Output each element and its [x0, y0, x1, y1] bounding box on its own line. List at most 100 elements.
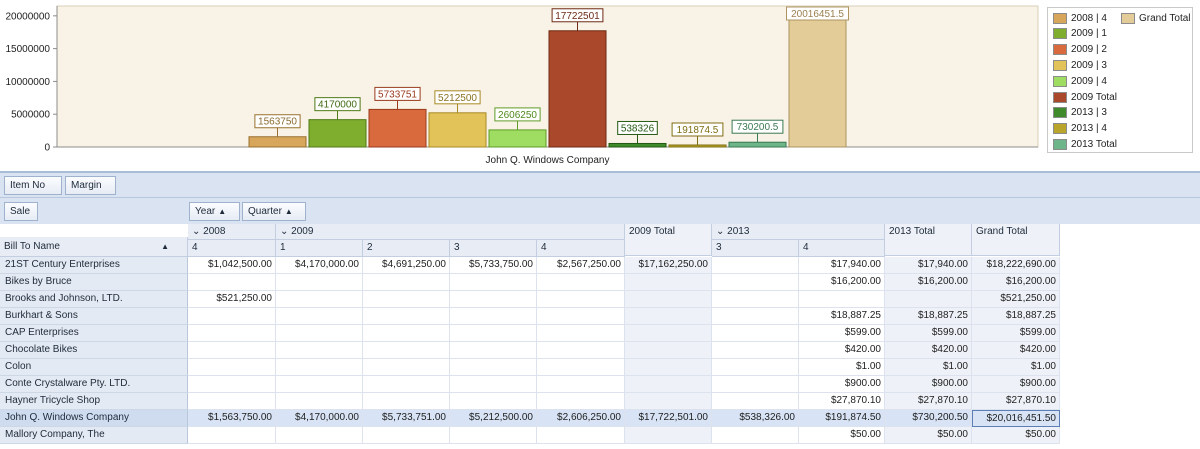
table-cell[interactable]: $5,733,750.00: [450, 257, 537, 274]
table-cell[interactable]: $50.00: [885, 427, 972, 444]
table-cell[interactable]: $900.00: [799, 376, 885, 393]
row-header[interactable]: John Q. Windows Company: [0, 410, 188, 427]
table-cell[interactable]: $521,250.00: [972, 291, 1060, 308]
table-cell[interactable]: $27,870.10: [972, 393, 1060, 410]
table-cell[interactable]: [450, 325, 537, 342]
table-cell[interactable]: [625, 308, 712, 325]
table-cell[interactable]: [537, 393, 625, 410]
table-cell[interactable]: [276, 325, 363, 342]
row-header[interactable]: Brooks and Johnson, LTD.: [0, 291, 188, 308]
row-field-bill-to-name[interactable]: Bill To Name ▲: [0, 237, 188, 257]
table-cell[interactable]: [450, 342, 537, 359]
column-header-total[interactable]: Grand Total: [972, 224, 1060, 256]
table-cell[interactable]: [363, 427, 450, 444]
filter-field-item-no[interactable]: Item No: [4, 176, 62, 195]
table-cell[interactable]: $1.00: [799, 359, 885, 376]
table-cell[interactable]: [537, 308, 625, 325]
table-cell[interactable]: $2,567,250.00: [537, 257, 625, 274]
table-cell[interactable]: $538,326.00: [712, 410, 799, 427]
column-header-quarter[interactable]: 4: [188, 240, 276, 257]
table-cell[interactable]: [188, 376, 276, 393]
table-cell[interactable]: $900.00: [885, 376, 972, 393]
table-cell[interactable]: [276, 359, 363, 376]
table-cell[interactable]: $599.00: [972, 325, 1060, 342]
table-cell[interactable]: $17,940.00: [885, 257, 972, 274]
table-cell[interactable]: [537, 427, 625, 444]
table-cell[interactable]: [799, 291, 885, 308]
table-cell[interactable]: $27,870.10: [885, 393, 972, 410]
table-cell[interactable]: $4,691,250.00: [363, 257, 450, 274]
table-cell[interactable]: $4,170,000.00: [276, 257, 363, 274]
table-cell[interactable]: [625, 274, 712, 291]
table-cell[interactable]: $521,250.00: [188, 291, 276, 308]
table-cell[interactable]: [625, 393, 712, 410]
table-cell[interactable]: [537, 291, 625, 308]
table-cell[interactable]: [537, 325, 625, 342]
table-cell[interactable]: [625, 359, 712, 376]
table-cell[interactable]: $17,722,501.00: [625, 410, 712, 427]
table-cell[interactable]: [625, 325, 712, 342]
data-field-sale[interactable]: Sale: [4, 202, 38, 221]
table-cell[interactable]: [537, 274, 625, 291]
table-cell[interactable]: [450, 291, 537, 308]
table-cell[interactable]: $420.00: [885, 342, 972, 359]
table-cell[interactable]: [363, 308, 450, 325]
table-cell[interactable]: $599.00: [885, 325, 972, 342]
table-cell[interactable]: $27,870.10: [799, 393, 885, 410]
table-cell[interactable]: [712, 308, 799, 325]
table-cell[interactable]: $599.00: [799, 325, 885, 342]
table-cell[interactable]: [885, 291, 972, 308]
table-cell[interactable]: [188, 325, 276, 342]
table-cell[interactable]: [450, 274, 537, 291]
table-cell[interactable]: [712, 342, 799, 359]
table-cell[interactable]: [712, 427, 799, 444]
table-cell[interactable]: $16,200.00: [799, 274, 885, 291]
column-header-quarter[interactable]: 3: [450, 240, 537, 257]
table-cell[interactable]: [712, 393, 799, 410]
table-cell[interactable]: $50.00: [972, 427, 1060, 444]
table-cell[interactable]: [276, 308, 363, 325]
table-cell[interactable]: $5,212,500.00: [450, 410, 537, 427]
table-cell[interactable]: $18,887.25: [799, 308, 885, 325]
table-cell[interactable]: [276, 291, 363, 308]
row-header[interactable]: Burkhart & Sons: [0, 308, 188, 325]
column-header-total[interactable]: 2013 Total: [885, 224, 972, 256]
table-cell[interactable]: [363, 325, 450, 342]
table-cell[interactable]: $17,940.00: [799, 257, 885, 274]
table-cell[interactable]: $17,162,250.00: [625, 257, 712, 274]
table-cell[interactable]: [625, 427, 712, 444]
column-header-year[interactable]: ⌄ 2008: [188, 224, 276, 240]
column-header-quarter[interactable]: 4: [537, 240, 625, 257]
table-cell[interactable]: [625, 342, 712, 359]
table-cell[interactable]: [625, 291, 712, 308]
table-cell[interactable]: $18,222,690.00: [972, 257, 1060, 274]
column-header-quarter[interactable]: 1: [276, 240, 363, 257]
table-cell[interactable]: $191,874.50: [799, 410, 885, 427]
column-header-quarter[interactable]: 2: [363, 240, 450, 257]
table-cell[interactable]: [537, 342, 625, 359]
table-cell[interactable]: $16,200.00: [885, 274, 972, 291]
column-header-quarter[interactable]: 4: [799, 240, 885, 257]
table-cell[interactable]: [276, 393, 363, 410]
column-header-total[interactable]: 2009 Total: [625, 224, 712, 256]
table-cell[interactable]: $18,887.25: [972, 308, 1060, 325]
table-cell[interactable]: [188, 393, 276, 410]
table-cell[interactable]: [450, 393, 537, 410]
table-cell[interactable]: [450, 359, 537, 376]
table-cell[interactable]: $2,606,250.00: [537, 410, 625, 427]
table-cell[interactable]: [188, 427, 276, 444]
table-cell[interactable]: $4,170,000.00: [276, 410, 363, 427]
row-header[interactable]: CAP Enterprises: [0, 325, 188, 342]
table-cell[interactable]: [537, 359, 625, 376]
table-cell[interactable]: [450, 376, 537, 393]
table-cell[interactable]: [363, 291, 450, 308]
table-cell[interactable]: [450, 308, 537, 325]
table-cell[interactable]: $20,016,451.50: [972, 410, 1060, 427]
table-cell[interactable]: [363, 359, 450, 376]
table-cell[interactable]: [188, 308, 276, 325]
table-cell[interactable]: [537, 376, 625, 393]
table-cell[interactable]: [363, 376, 450, 393]
table-cell[interactable]: $420.00: [799, 342, 885, 359]
filter-field-margin[interactable]: Margin: [65, 176, 116, 195]
table-cell[interactable]: $420.00: [972, 342, 1060, 359]
